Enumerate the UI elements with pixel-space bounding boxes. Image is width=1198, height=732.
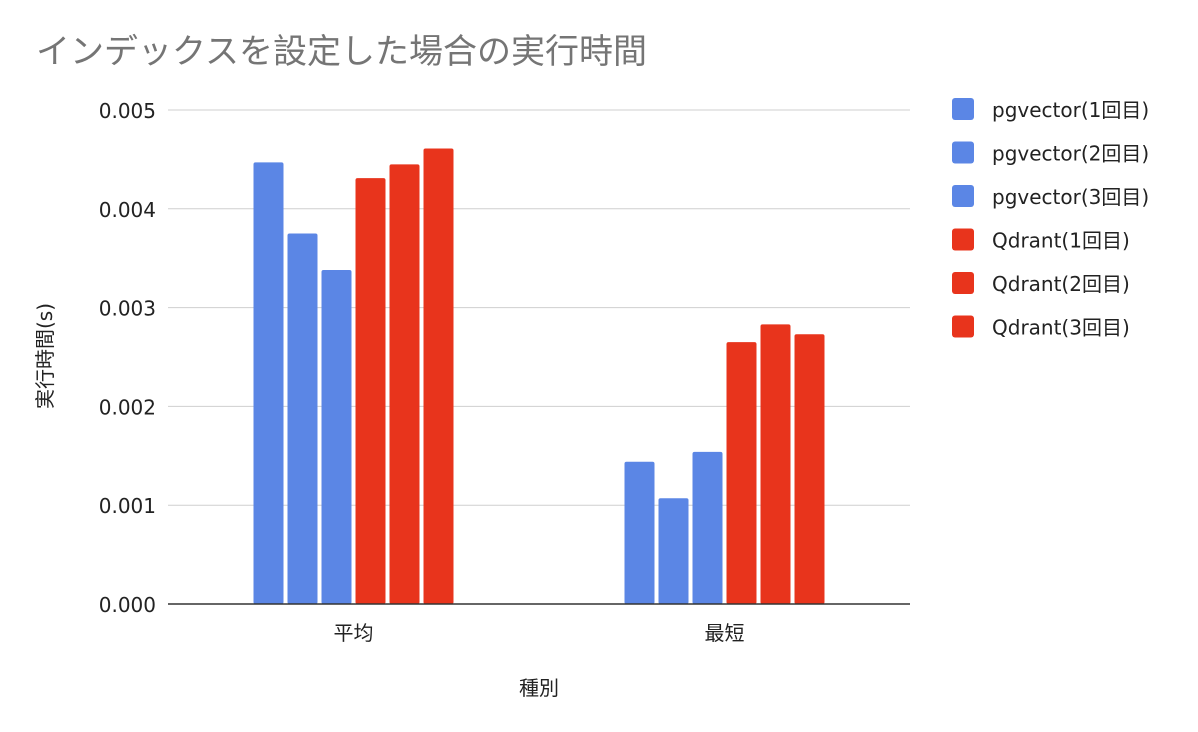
legend-swatch (952, 315, 974, 338)
bar (287, 233, 318, 604)
legend-swatch (952, 98, 974, 120)
bar (692, 451, 723, 604)
axes: 0.000 0.001 0.002 0.003 0.004 0.005 平均 最短 (99, 99, 910, 645)
bar (321, 270, 352, 604)
bar (389, 164, 420, 604)
legend-swatch (952, 228, 974, 251)
bar (760, 324, 791, 604)
legend: pgvector(1回目) pgvector(2回目) pgvector(3回目) Q… (952, 98, 1149, 340)
y-tick-label: 0.003 (99, 297, 156, 321)
bar (423, 148, 454, 605)
y-tick-label: 0.002 (99, 395, 156, 419)
legend-label: pgvector(2回目) (992, 142, 1149, 166)
bar (355, 178, 386, 604)
legend-label: Qdrant(2回目) (992, 272, 1130, 296)
bar (794, 334, 825, 604)
x-tick-label: 最短 (705, 621, 745, 645)
x-tick-label: 平均 (334, 621, 374, 645)
y-axis-label: 実行時間(s) (33, 303, 57, 409)
legend-swatch (952, 185, 974, 207)
legend-label: Qdrant(3回目) (992, 316, 1130, 340)
y-tick-label: 0.000 (99, 593, 156, 617)
bar (726, 342, 757, 604)
bar (253, 162, 284, 604)
y-tick-label: 0.004 (99, 198, 156, 222)
y-tick-label: 0.001 (99, 494, 156, 518)
bar (624, 461, 655, 604)
legend-label: pgvector(1回目) (992, 98, 1149, 122)
y-tick-label: 0.005 (99, 99, 156, 123)
legend-label: Qdrant(1回目) (992, 229, 1130, 253)
legend-swatch (952, 272, 974, 294)
legend-label: pgvector(3回目) (992, 185, 1149, 209)
legend-swatch (952, 141, 974, 164)
bars (253, 148, 825, 605)
bar (658, 498, 689, 604)
chart-title: インデックスを設定した場合の実行時間 (36, 32, 647, 72)
x-axis-label: 種別 (519, 676, 559, 700)
